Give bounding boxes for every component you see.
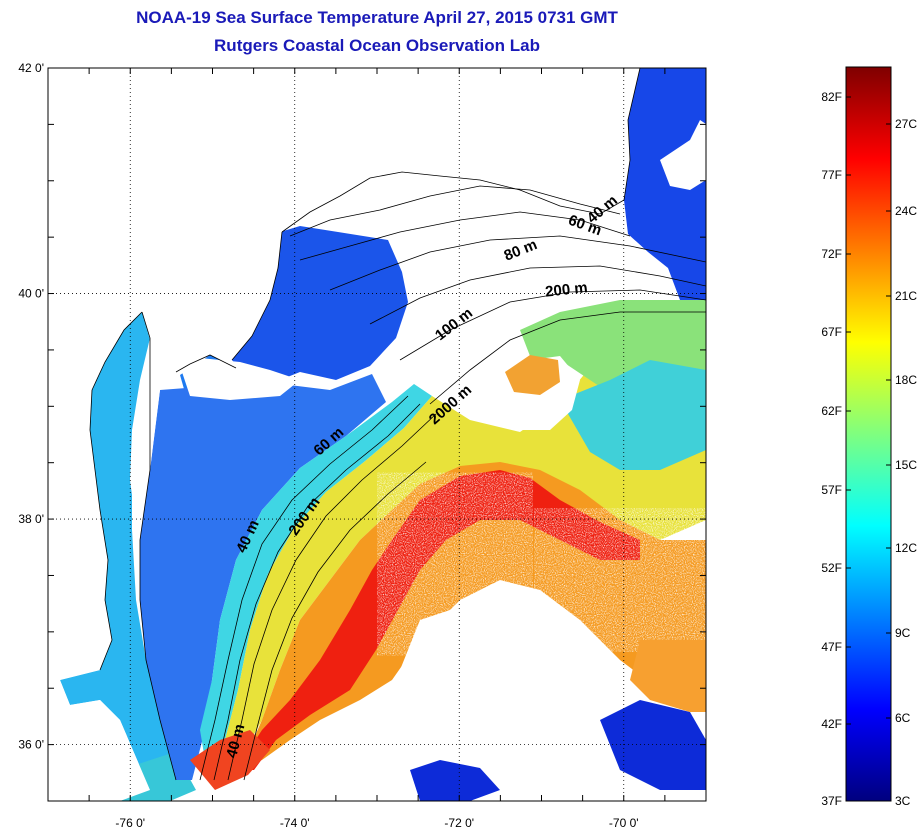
cloud-area-south [390,600,640,801]
mid-shelf-cyan [200,384,432,760]
contour-shelf-4 [243,461,427,781]
contour-60m [299,211,631,261]
new-england-water [624,68,706,300]
southeast-warm-patch [630,640,706,712]
contour-label-200m-north: 200 m [544,279,588,300]
colorbar-f-label: 52F [821,561,842,575]
bathymetry-contours [199,185,706,781]
colorbar-c-label: 24C [895,204,917,218]
colorbar-f-label: 72F [821,247,842,261]
cloud-speckle-region-east [550,520,706,640]
land-virginia [48,390,150,801]
coastline [89,68,641,781]
contour-2000m [429,311,706,405]
lat-tick-label: 38 0' [18,512,44,526]
colorbar-labels: 82F 77F 72F 67F 62F 57F 52F 47F 42F 37F 27C 24C 21C 1… [821,90,917,808]
contour-shelf-2 [213,403,421,781]
nj-shelf-water [232,226,408,382]
map-subtitle: Rutgers Coastal Ocean Observation Lab [214,36,540,55]
sst-map: 40 m 60 m 80 m 100 m 200 m 2000 m 60 m 2… [48,68,706,801]
map-title: NOAA-19 Sea Surface Temperature April 27… [136,8,618,27]
warm-eddy [505,355,560,395]
contour-100m [369,265,706,325]
colorbar-c-label: 3C [895,794,911,808]
land-delmarva [132,338,176,660]
contour-shelf-3 [227,413,437,781]
colorbar-c-label: 9C [895,626,911,640]
lon-tick-label: -76 0' [115,816,145,830]
lon-tick-label: -74 0' [280,816,310,830]
lat-tick-label: 42 0' [18,61,44,75]
colorbar-f-label: 37F [821,794,842,808]
colorbar-f-label: 57F [821,483,842,497]
cloud-area-delmarva [180,358,300,400]
colorbar-c-label: 18C [895,373,917,387]
lat-tick-label: 36 0' [18,738,44,752]
lon-tick-label: -72 0' [444,816,474,830]
colorbar-f-label: 77F [821,168,842,182]
chesapeake-bay [60,312,176,790]
lat-tick-label: 40 0' [18,287,44,301]
contour-200m-north [399,289,706,361]
offshore-cyan-patch [560,360,706,470]
colorbar-f-label: 42F [821,717,842,731]
hatteras-warm-water [190,730,270,790]
colorbar-c-label: 15C [895,458,917,472]
gulf-stream-core [236,470,640,770]
land-new-england [48,68,640,440]
colorbar-f-label: 47F [821,640,842,654]
colorbar-c-label: 6C [895,711,911,725]
mid-atlantic-shelf [140,374,386,780]
contour-80m [329,235,706,291]
colorbar-c-label: 21C [895,289,917,303]
contour-40m [289,185,621,237]
cool-patch-south [410,760,500,801]
map-axes: -76 0' -74 0' -72 0' -70 0' 42 0' 40 0' 38 0' 3… [18,61,707,830]
colorbar-c-label: 27C [895,117,917,131]
colorbar-f-label: 67F [821,325,842,339]
contour-shelf-1 [199,395,409,781]
colorbar [845,66,892,802]
colorbar-f-label: 82F [821,90,842,104]
colorbar-f-label: 62F [821,404,842,418]
cloud-speckle-region [390,488,520,640]
colorbar-c-label: 12C [895,541,917,555]
lon-tick-label: -70 0' [609,816,639,830]
land-cape-cod [660,120,706,190]
